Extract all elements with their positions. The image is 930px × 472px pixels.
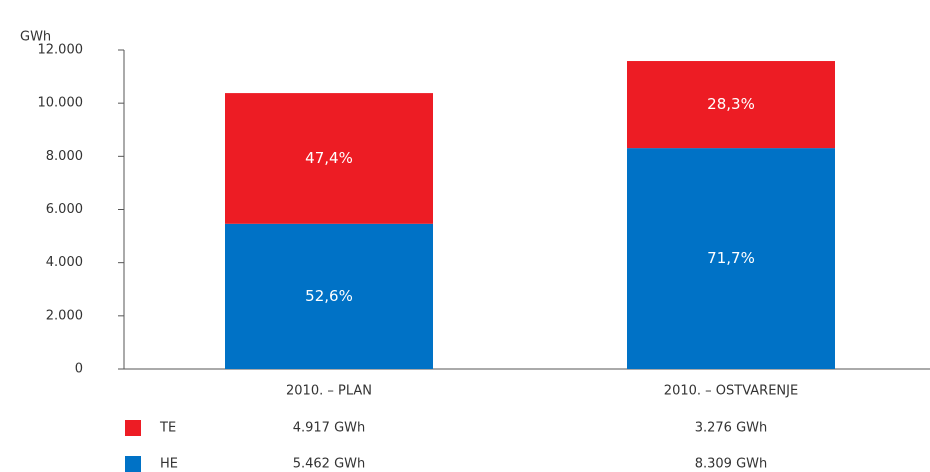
legend-swatch <box>125 456 141 472</box>
share-label: 47,4% <box>305 149 353 167</box>
legend-label: HE <box>160 457 178 472</box>
x-tick-label: 2010. – OSTVARENJE <box>664 384 798 399</box>
value-label: 4.917 GWh <box>293 421 366 436</box>
y-tick-label: 8.000 <box>46 149 83 164</box>
bar-segment <box>627 61 835 149</box>
bar-segment <box>225 93 433 224</box>
share-label: 28,3% <box>707 95 755 113</box>
y-tick-label: 2.000 <box>46 308 83 323</box>
share-label: 52,6% <box>305 287 353 305</box>
bar-segment <box>225 223 433 369</box>
value-label: 3.276 GWh <box>695 421 768 436</box>
bar-segment <box>627 148 835 369</box>
value-label: 8.309 GWh <box>695 457 768 472</box>
y-tick-label: 0 <box>75 362 83 377</box>
share-label: 71,7% <box>707 249 755 267</box>
legend-label: TE <box>159 421 176 436</box>
y-tick-label: 10.000 <box>38 96 84 111</box>
y-tick-label: 4.000 <box>46 255 83 270</box>
value-label: 5.462 GWh <box>293 457 366 472</box>
y-tick-label: 6.000 <box>46 202 83 217</box>
legend-swatch <box>125 420 141 436</box>
y-axis-label: GWh <box>20 30 51 45</box>
y-tick-label: 12.000 <box>38 43 84 58</box>
x-tick-label: 2010. – PLAN <box>286 384 372 399</box>
